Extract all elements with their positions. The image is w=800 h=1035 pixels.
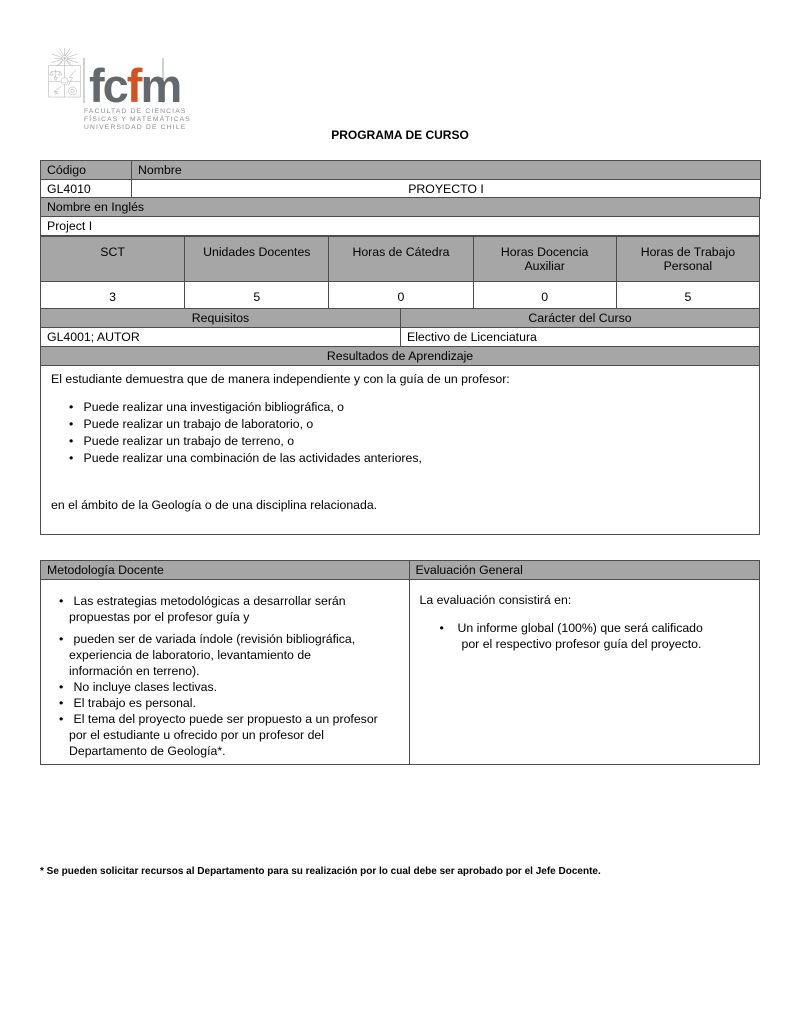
svg-text:fcfm: fcfm	[89, 59, 180, 112]
svg-text:FÍSICAS Y MATEMÁTICAS: FÍSICAS Y MATEMÁTICAS	[84, 114, 191, 123]
svg-text:FACULTAD DE CIENCIAS: FACULTAD DE CIENCIAS	[84, 108, 187, 115]
